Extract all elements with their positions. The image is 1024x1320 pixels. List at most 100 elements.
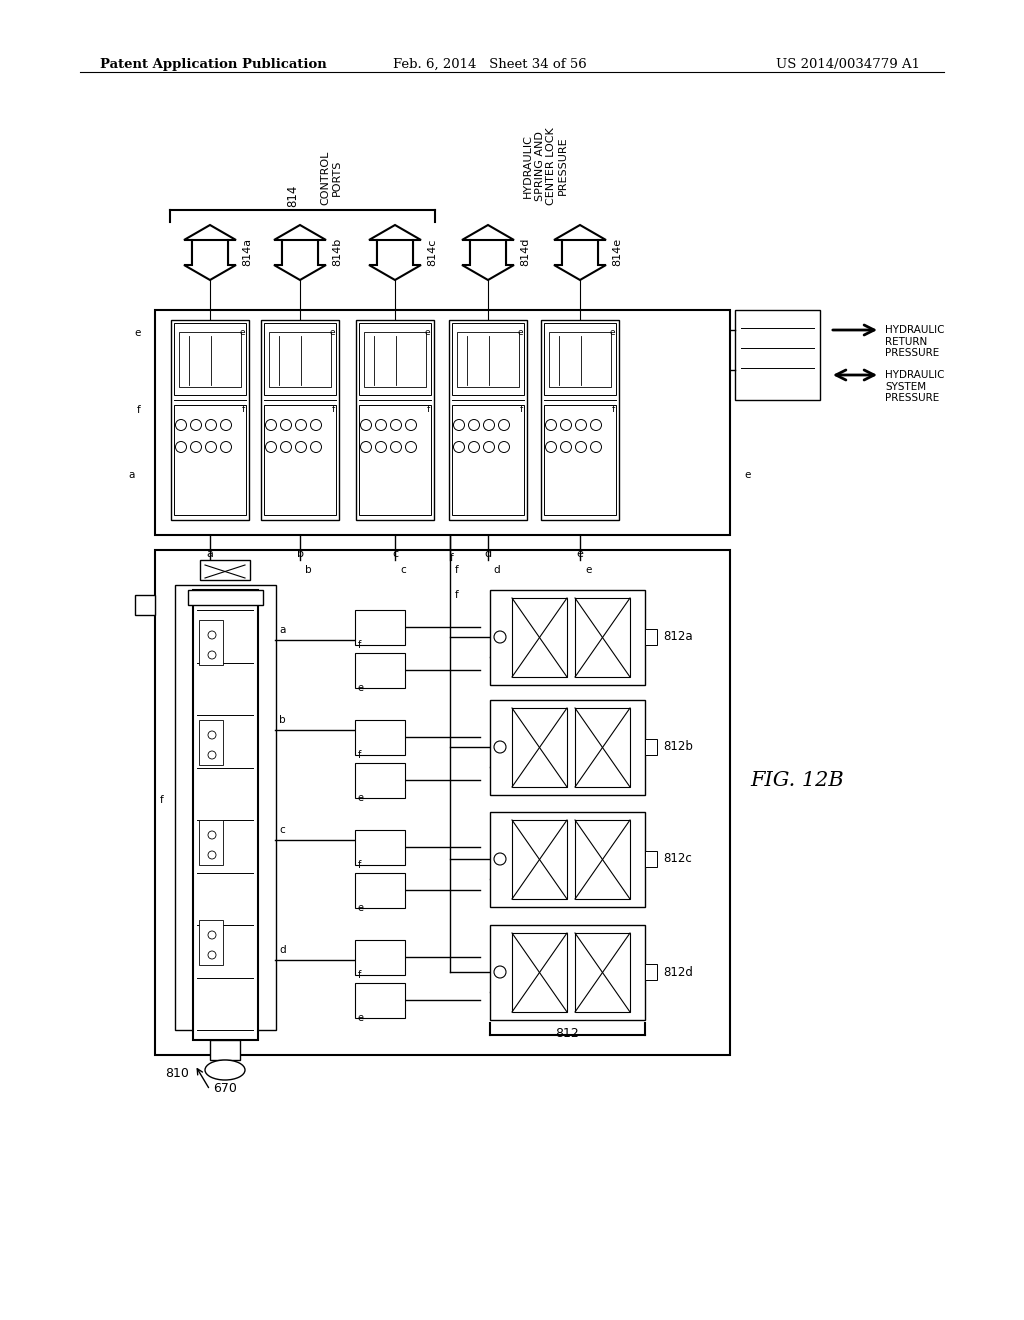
Bar bbox=[544, 405, 616, 515]
Text: HYDRAULIC
SPRING AND
CENTER LOCK
PRESSURE: HYDRAULIC SPRING AND CENTER LOCK PRESSUR… bbox=[523, 127, 567, 205]
Bar bbox=[155, 310, 730, 535]
Circle shape bbox=[546, 441, 556, 453]
Circle shape bbox=[469, 420, 479, 430]
Text: f: f bbox=[358, 750, 361, 760]
Text: 810: 810 bbox=[165, 1067, 188, 1080]
Circle shape bbox=[190, 441, 202, 453]
Text: c: c bbox=[279, 825, 285, 836]
Polygon shape bbox=[274, 240, 326, 280]
Bar bbox=[645, 964, 657, 979]
Polygon shape bbox=[462, 224, 514, 265]
Circle shape bbox=[208, 731, 216, 739]
Circle shape bbox=[560, 441, 571, 453]
Bar bbox=[735, 310, 820, 400]
Bar bbox=[199, 620, 223, 665]
Text: e: e bbox=[358, 1012, 364, 1023]
Circle shape bbox=[208, 832, 216, 840]
Circle shape bbox=[376, 441, 386, 453]
Circle shape bbox=[208, 950, 216, 960]
Bar bbox=[264, 405, 336, 515]
Circle shape bbox=[265, 420, 276, 430]
Text: a: a bbox=[215, 565, 221, 576]
Text: e: e bbox=[577, 549, 584, 558]
Text: e: e bbox=[424, 327, 430, 337]
Text: b: b bbox=[305, 565, 311, 576]
Bar bbox=[355, 653, 406, 688]
Circle shape bbox=[494, 631, 506, 643]
Bar bbox=[490, 925, 645, 1020]
Circle shape bbox=[208, 851, 216, 859]
Bar bbox=[175, 585, 276, 1030]
Polygon shape bbox=[462, 240, 514, 280]
Circle shape bbox=[560, 420, 571, 430]
Bar bbox=[457, 333, 519, 387]
Bar bbox=[179, 333, 241, 387]
Text: e: e bbox=[134, 327, 141, 338]
Bar bbox=[171, 319, 249, 520]
Text: 814c: 814c bbox=[427, 239, 437, 265]
Circle shape bbox=[206, 441, 216, 453]
Circle shape bbox=[494, 966, 506, 978]
Text: c: c bbox=[392, 549, 398, 558]
Bar bbox=[364, 333, 426, 387]
Circle shape bbox=[469, 441, 479, 453]
Circle shape bbox=[575, 420, 587, 430]
Bar bbox=[356, 319, 434, 520]
Text: f: f bbox=[358, 970, 361, 979]
Circle shape bbox=[454, 420, 465, 430]
Circle shape bbox=[499, 420, 510, 430]
Text: 814d: 814d bbox=[520, 238, 530, 267]
Polygon shape bbox=[369, 240, 421, 280]
Polygon shape bbox=[554, 240, 606, 280]
Bar bbox=[512, 933, 567, 1012]
Text: a: a bbox=[129, 470, 135, 480]
Bar bbox=[575, 708, 630, 787]
Bar bbox=[199, 920, 223, 965]
Bar bbox=[264, 323, 336, 395]
Bar bbox=[210, 1040, 240, 1060]
Circle shape bbox=[546, 420, 556, 430]
Circle shape bbox=[296, 441, 306, 453]
Circle shape bbox=[390, 441, 401, 453]
Text: FIG. 12B: FIG. 12B bbox=[750, 771, 844, 789]
Bar bbox=[490, 700, 645, 795]
Circle shape bbox=[483, 441, 495, 453]
Polygon shape bbox=[554, 224, 606, 265]
Bar bbox=[512, 820, 567, 899]
Text: 814: 814 bbox=[286, 185, 299, 207]
Text: 812c: 812c bbox=[663, 853, 692, 866]
Circle shape bbox=[296, 420, 306, 430]
Text: 812: 812 bbox=[556, 1027, 580, 1040]
Text: e: e bbox=[517, 327, 523, 337]
Circle shape bbox=[360, 441, 372, 453]
Circle shape bbox=[220, 420, 231, 430]
Text: HYDRAULIC
RETURN
PRESSURE: HYDRAULIC RETURN PRESSURE bbox=[885, 325, 944, 358]
Bar bbox=[193, 590, 258, 1040]
Bar bbox=[269, 333, 331, 387]
Bar bbox=[549, 333, 611, 387]
Bar bbox=[199, 719, 223, 766]
Circle shape bbox=[575, 441, 587, 453]
Text: b: b bbox=[297, 549, 303, 558]
Polygon shape bbox=[274, 224, 326, 265]
Circle shape bbox=[208, 651, 216, 659]
Text: f: f bbox=[242, 405, 245, 414]
Bar bbox=[541, 319, 618, 520]
Bar bbox=[355, 873, 406, 908]
Text: b: b bbox=[279, 715, 286, 725]
Text: 814b: 814b bbox=[332, 238, 342, 267]
Text: e: e bbox=[358, 793, 364, 803]
Bar bbox=[575, 820, 630, 899]
Text: f: f bbox=[358, 861, 361, 870]
Bar bbox=[188, 590, 263, 605]
Bar bbox=[155, 550, 730, 1055]
Text: f: f bbox=[455, 590, 459, 601]
Circle shape bbox=[175, 441, 186, 453]
Text: Patent Application Publication: Patent Application Publication bbox=[100, 58, 327, 71]
Bar bbox=[200, 560, 250, 579]
Circle shape bbox=[208, 751, 216, 759]
Text: US 2014/0034779 A1: US 2014/0034779 A1 bbox=[776, 58, 920, 71]
Text: HYDRAULIC
SYSTEM
PRESSURE: HYDRAULIC SYSTEM PRESSURE bbox=[885, 370, 944, 403]
Circle shape bbox=[406, 420, 417, 430]
Bar bbox=[575, 933, 630, 1012]
